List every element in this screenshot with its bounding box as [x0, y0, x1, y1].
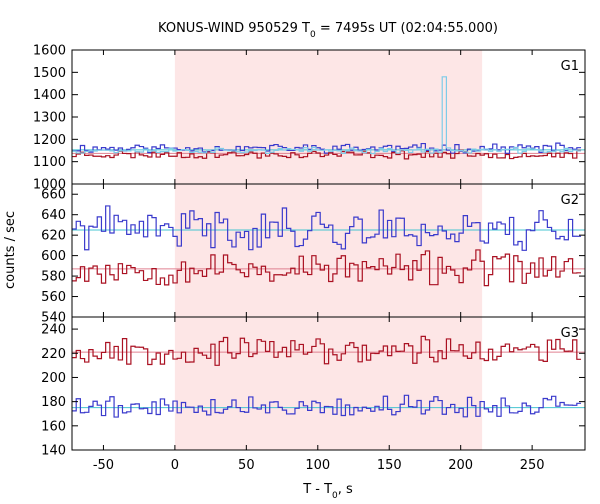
panel-g1-ytick-label: 1600: [33, 44, 66, 59]
panel-g3-series-1: [72, 394, 582, 418]
panel-g3-ytick-label: 220: [41, 347, 66, 362]
panel-g2-ytick-label: 540: [41, 311, 66, 326]
panel-g3-frame: [71, 316, 586, 451]
panel-g1-ytick-label: 1400: [33, 88, 66, 103]
panel-g2-series-0: [72, 205, 582, 251]
y-axis-label: counts / sec: [3, 211, 18, 289]
panel-g1-ytick-label: 1500: [33, 66, 66, 81]
panel-g3-ytick-label: 180: [41, 395, 66, 410]
chart-title: KONUS-WIND 950529 T0 = 7495s UT (02:04:5…: [158, 21, 498, 40]
panel-g1-ytick-label: 1000: [33, 178, 66, 193]
panel-g3-ytick-label: 200: [41, 371, 66, 386]
x-axis-label-sub: 0: [332, 491, 338, 500]
xtick-label: 200: [448, 458, 473, 473]
panel-g1-label: G1: [561, 59, 579, 74]
xtick-label: 0: [171, 458, 179, 473]
panel-g3-ytick-label: 160: [41, 419, 66, 434]
panel-g3-series-0: [72, 335, 582, 366]
panel-g1-ytick-label: 1200: [33, 133, 66, 148]
title-text: KONUS-WIND 950529 T: [158, 21, 310, 36]
xtick-label: 250: [520, 458, 545, 473]
panel-g2-ytick-label: 660: [41, 188, 66, 203]
panel-g1-series-0: [72, 142, 582, 154]
xtick-label: 50: [238, 458, 255, 473]
panel-g2-ytick-label: 560: [41, 290, 66, 305]
xtick-label: -50: [93, 458, 114, 473]
x-axis-label-prefix: T - T: [302, 482, 332, 497]
x-axis-label-suffix: , s: [338, 482, 353, 497]
panel-g1-series-1: [72, 149, 582, 160]
panel-g1-ytick-label: 1100: [33, 155, 66, 170]
panel-g3-label: G3: [561, 326, 579, 341]
panel-g1-series-2: [72, 76, 582, 155]
title-suffix: = 7495s UT (02:04:55.000): [316, 21, 498, 36]
highlight-interval: [174, 50, 483, 450]
panel-g2-series-1: [72, 249, 582, 287]
title-subscript: 0: [310, 30, 316, 40]
panel-g3-ytick-label: 240: [41, 323, 66, 338]
panel-g3-ytick-label: 140: [41, 444, 66, 459]
xtick-label: 100: [305, 458, 330, 473]
panel-g2-ytick-label: 640: [41, 208, 66, 223]
panel-g2-ytick-label: 580: [41, 270, 66, 285]
x-axis-label: T - T0, s: [302, 482, 353, 500]
panel-g2-ytick-label: 600: [41, 249, 66, 264]
xtick-label: 150: [377, 458, 402, 473]
panel-g1-ytick-label: 1300: [33, 111, 66, 126]
panel-g2-label: G2: [561, 193, 579, 208]
panel-g2-ytick-label: 620: [41, 229, 66, 244]
